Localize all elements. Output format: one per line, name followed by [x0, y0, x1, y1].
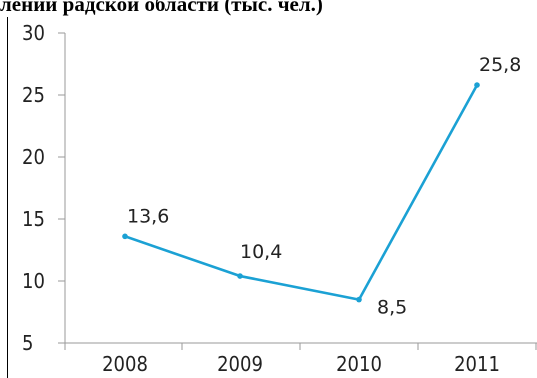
data-label: 8,5 [377, 297, 407, 319]
y-tick-label: 30 [22, 21, 45, 45]
x-tick-label: 2009 [217, 352, 263, 376]
y-tick-label: 20 [22, 145, 45, 169]
data-label: 13,6 [127, 205, 169, 227]
y-tick-label: 25 [22, 83, 45, 107]
data-point [122, 233, 128, 240]
y-tick-label: 15 [22, 207, 45, 231]
data-point [474, 82, 480, 88]
data-label: 25,8 [479, 54, 521, 76]
series-line [123, 83, 479, 301]
data-point [356, 296, 362, 303]
data-point [237, 273, 243, 279]
x-tick-label: 2010 [336, 352, 382, 376]
chart-title: лении радской области (тыс. чел.) [0, 0, 323, 16]
frame-border [7, 17, 8, 378]
x-tick-label: 2011 [454, 352, 500, 376]
data-label: 10,4 [240, 241, 282, 263]
x-tick-label: 2008 [102, 352, 148, 376]
y-tick-label: 5 [22, 331, 33, 355]
y-tick-label: 10 [22, 269, 45, 293]
